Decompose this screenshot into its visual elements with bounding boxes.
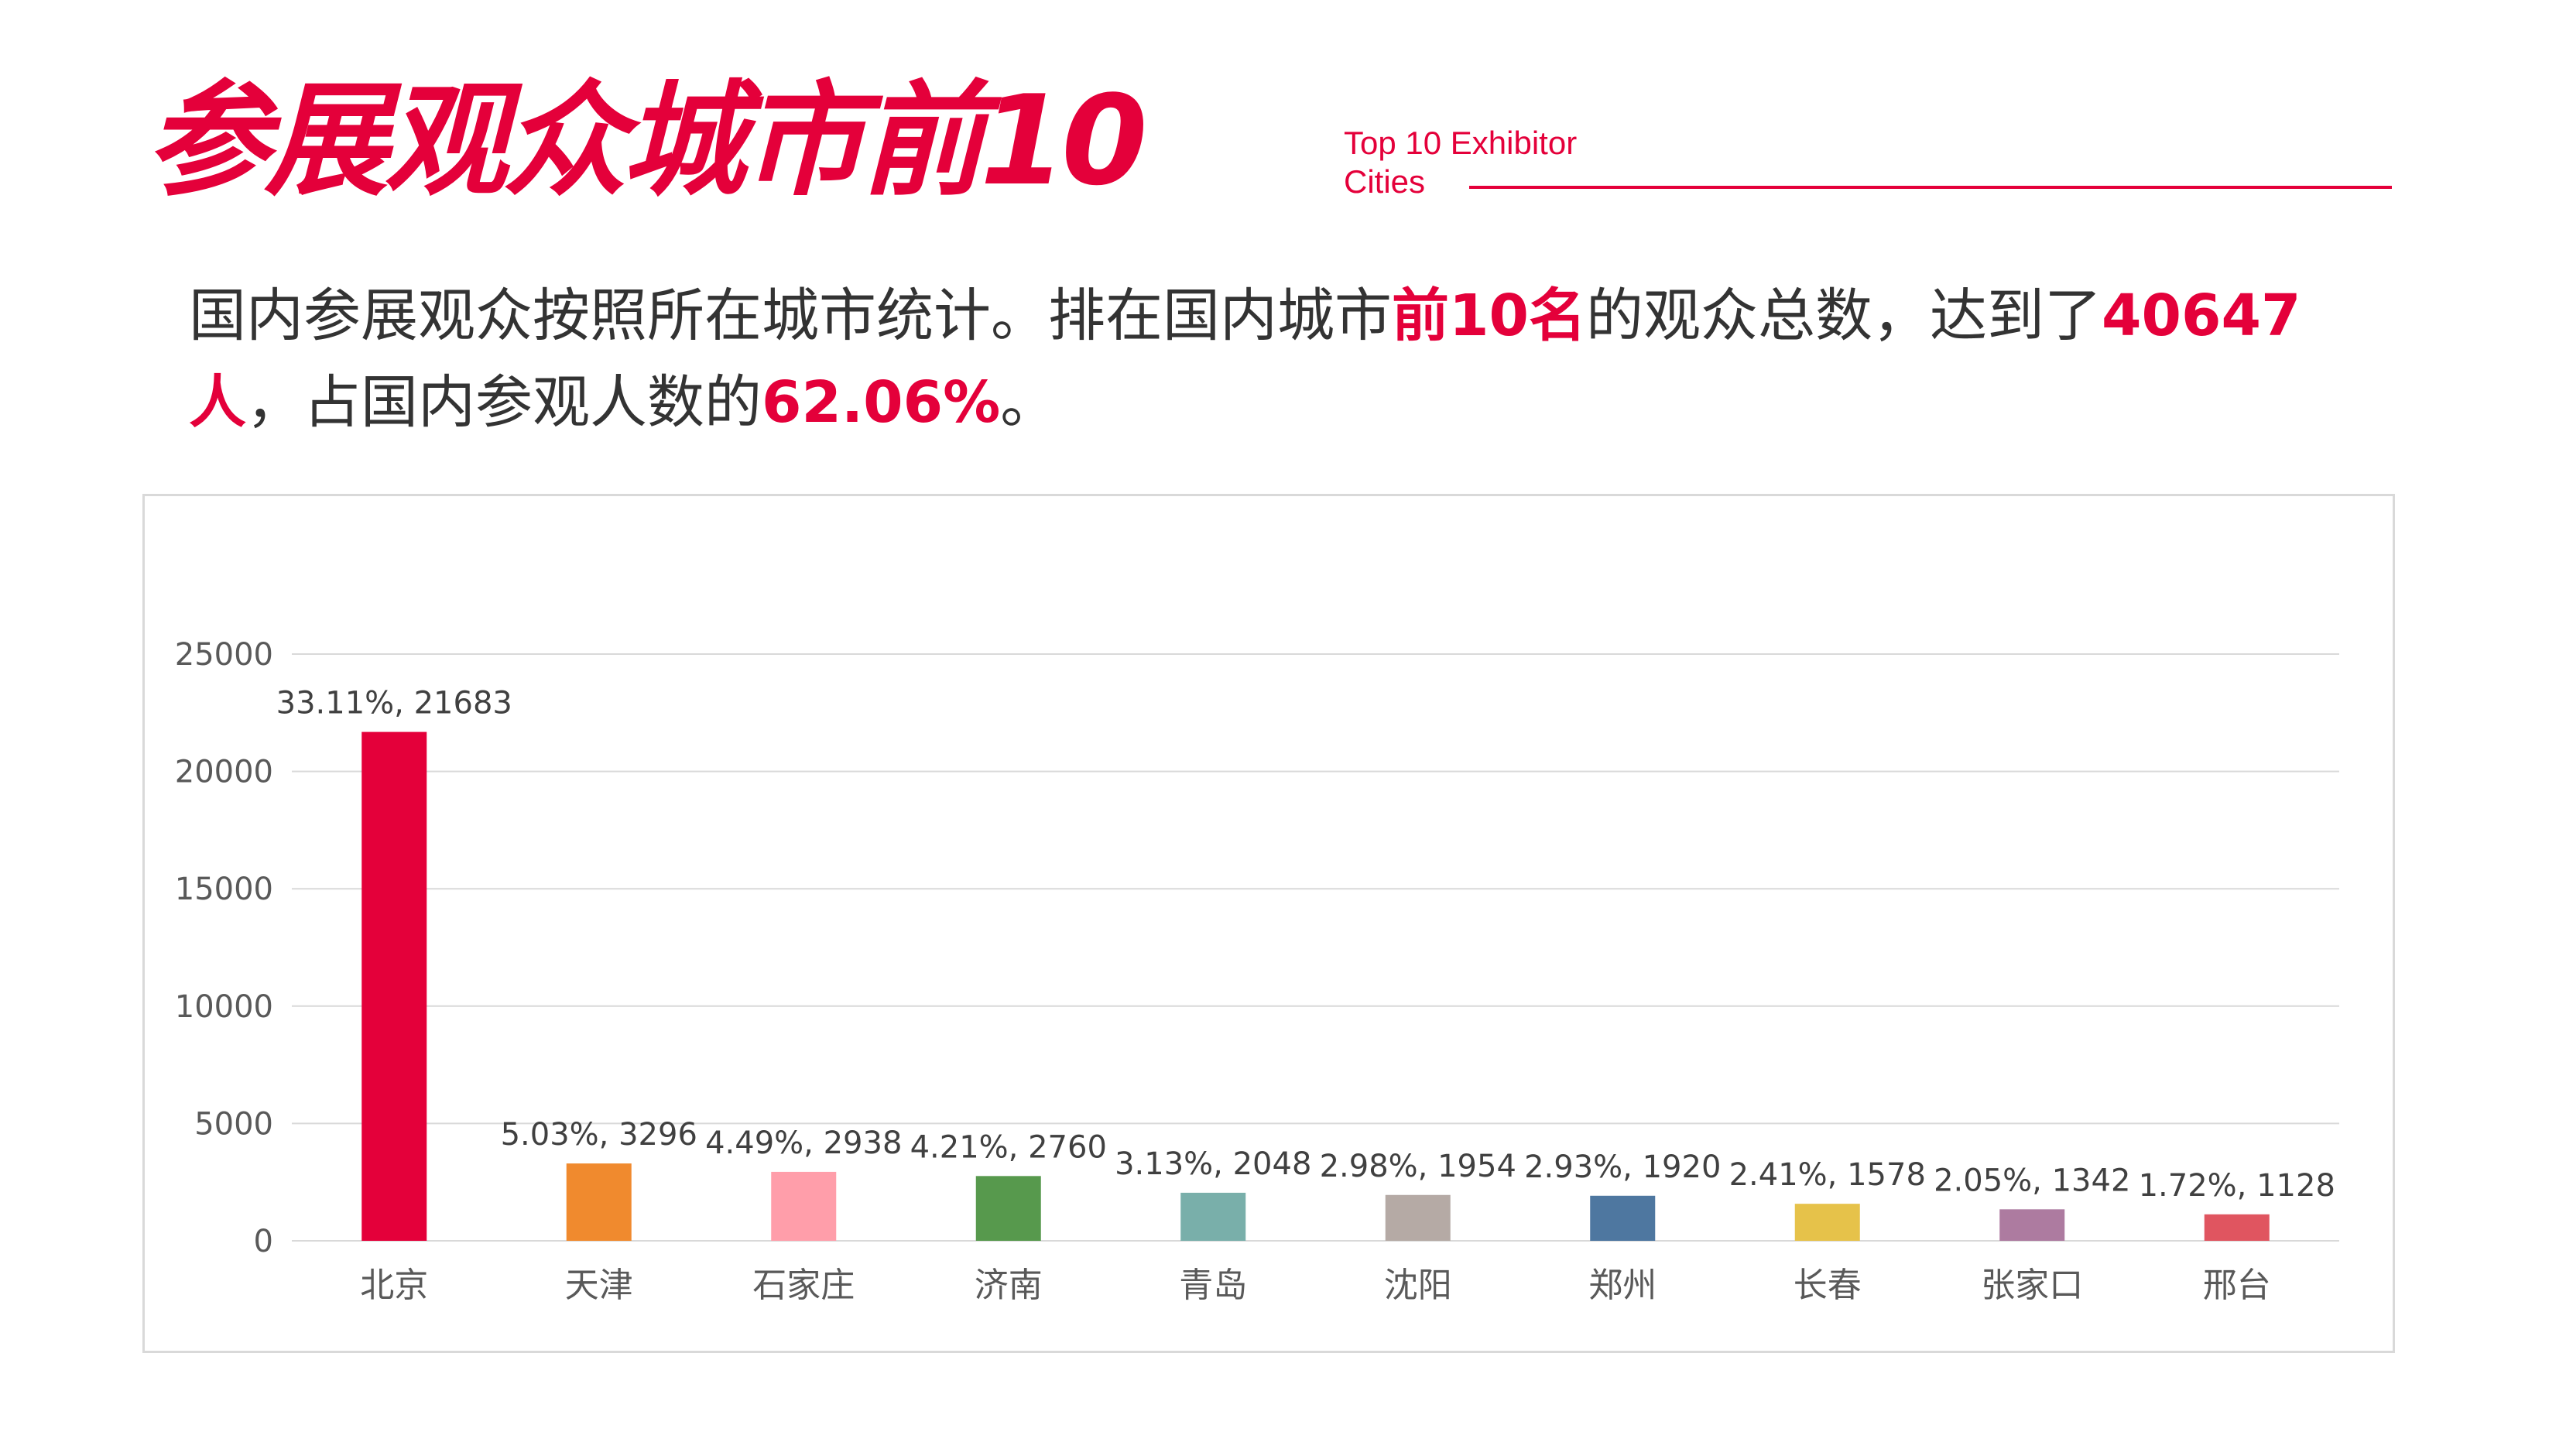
y-tick-label: 20000 [175,755,273,790]
data-label: 5.03%, 3296 [501,1117,697,1153]
page-subtitle-en: Top 10 Exhibitor Cities [1344,125,1578,200]
bar [1999,1209,2065,1241]
intro-highlight-percent: 62.06% [762,369,1001,436]
data-label: 1.72%, 1128 [2139,1168,2335,1204]
y-tick-label: 10000 [175,989,273,1025]
bar [975,1176,1041,1241]
intro-highlight-top10: 前10名 [1392,283,1586,349]
intro-text-2: 的观众总数，达到了 [1585,283,2102,349]
bar [1794,1204,1860,1241]
bar [361,731,427,1241]
data-label: 2.05%, 1342 [1934,1163,2130,1198]
bar [1385,1194,1451,1241]
data-label: 33.11%, 21683 [276,686,512,721]
page-title: 参展观众城市前10 [146,68,1148,213]
x-tick-label: 沈阳 [1384,1266,1452,1305]
data-label: 2.93%, 1920 [1524,1149,1721,1185]
x-tick-label: 北京 [360,1266,428,1305]
chart-frame: 0 5000 10000 15000 20000 25000 33.11%, 21683 北京… [142,494,2395,1353]
data-label: 3.13%, 2048 [1115,1146,1311,1182]
data-label: 2.98%, 1954 [1320,1149,1516,1184]
x-tick-label: 石家庄 [752,1266,855,1305]
title-divider [1469,186,2392,189]
bar [1180,1192,1246,1241]
y-tick-label: 0 [254,1224,273,1259]
bar [1590,1195,1656,1241]
bar [2204,1214,2270,1241]
intro-text-4: 。 [1000,369,1058,436]
intro-text-3: ，占国内参观人数的 [246,369,762,436]
x-tick-label: 郑州 [1588,1266,1657,1305]
x-tick-label: 天津 [565,1266,633,1305]
data-label: 4.21%, 2760 [910,1129,1107,1165]
intro-text-1: 国内参展观众按照所在城市统计。排在国内城市 [189,283,1392,349]
x-tick-label: 青岛 [1179,1266,1247,1305]
y-tick-label: 15000 [175,872,273,907]
x-tick-label: 长春 [1794,1266,1862,1305]
data-label: 2.41%, 1578 [1729,1157,1926,1193]
bar [566,1163,632,1241]
y-tick-label: 25000 [175,637,273,673]
x-tick-label: 张家口 [1981,1266,2083,1305]
intro-highlight-total: 40647人 [189,283,2301,436]
data-label: 4.49%, 2938 [705,1125,902,1161]
x-tick-label: 济南 [975,1266,1043,1305]
bar [771,1171,837,1241]
x-tick-label: 邢台 [2203,1266,2271,1305]
y-tick-label: 5000 [194,1106,273,1142]
intro-paragraph: 国内参展观众按照所在城市统计。排在国内城市前10名的观众总数，达到了40647人… [189,272,2403,446]
